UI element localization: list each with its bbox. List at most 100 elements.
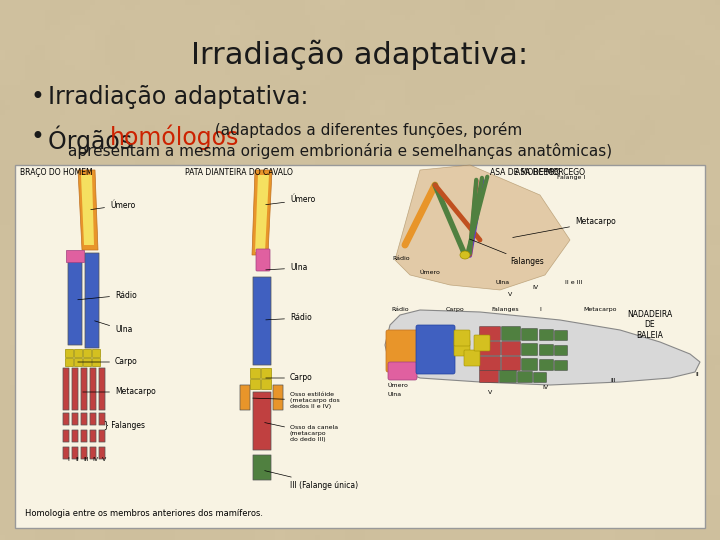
Bar: [65, 349, 73, 357]
Text: Carpo: Carpo: [266, 374, 312, 382]
FancyBboxPatch shape: [454, 340, 470, 356]
FancyBboxPatch shape: [534, 373, 546, 382]
Text: Ulna: Ulna: [495, 280, 509, 285]
FancyBboxPatch shape: [273, 385, 283, 410]
Ellipse shape: [460, 251, 470, 259]
Text: II: II: [75, 457, 79, 462]
Text: (adaptados a diferentes funções, porém: (adaptados a diferentes funções, porém: [210, 122, 522, 138]
Text: Úmero: Úmero: [266, 195, 315, 205]
Text: Rádio: Rádio: [392, 255, 410, 260]
FancyBboxPatch shape: [502, 341, 521, 355]
Text: V: V: [102, 457, 106, 462]
FancyBboxPatch shape: [240, 385, 250, 410]
FancyBboxPatch shape: [518, 372, 533, 382]
Text: Ulna: Ulna: [266, 264, 307, 273]
Text: Órgãos: Órgãos: [48, 125, 140, 153]
Text: Rádio: Rádio: [391, 307, 409, 312]
FancyBboxPatch shape: [72, 368, 78, 410]
FancyBboxPatch shape: [539, 360, 554, 370]
Text: Falanges: Falanges: [491, 307, 519, 312]
FancyBboxPatch shape: [256, 249, 270, 271]
FancyBboxPatch shape: [253, 455, 271, 480]
FancyBboxPatch shape: [72, 430, 78, 442]
Text: I: I: [67, 457, 69, 462]
FancyBboxPatch shape: [72, 447, 78, 459]
Bar: [250, 379, 260, 389]
Polygon shape: [78, 170, 98, 250]
Text: Rádio: Rádio: [266, 314, 312, 322]
FancyBboxPatch shape: [416, 325, 455, 374]
FancyBboxPatch shape: [90, 368, 96, 410]
Polygon shape: [81, 175, 94, 245]
Text: Metacarpo: Metacarpo: [583, 307, 617, 312]
Polygon shape: [395, 165, 570, 290]
Text: Úmero: Úmero: [388, 383, 409, 388]
FancyBboxPatch shape: [521, 343, 538, 355]
Bar: [92, 358, 100, 366]
Text: V: V: [508, 292, 512, 297]
Bar: [261, 379, 271, 389]
Text: Úmero: Úmero: [91, 200, 135, 210]
Bar: [250, 368, 260, 378]
Text: Ulna: Ulna: [94, 321, 132, 334]
Text: Falanges: Falanges: [469, 239, 544, 267]
Bar: [74, 358, 82, 366]
Bar: [261, 368, 271, 378]
FancyBboxPatch shape: [521, 328, 538, 341]
Text: III: III: [84, 457, 89, 462]
FancyBboxPatch shape: [554, 330, 567, 341]
FancyBboxPatch shape: [253, 392, 271, 450]
FancyBboxPatch shape: [99, 447, 105, 459]
FancyBboxPatch shape: [539, 329, 554, 341]
Text: IV: IV: [532, 285, 538, 290]
Text: homólogos: homólogos: [110, 125, 239, 151]
Bar: [92, 349, 100, 357]
Text: •: •: [30, 85, 44, 109]
Text: } Falanges: } Falanges: [104, 421, 145, 429]
FancyBboxPatch shape: [386, 330, 418, 372]
FancyBboxPatch shape: [63, 368, 69, 410]
FancyBboxPatch shape: [464, 350, 480, 366]
Text: apresentam a mesma origem embrionária e semelhanças anatômicas): apresentam a mesma origem embrionária e …: [68, 143, 612, 159]
Text: II: II: [695, 373, 698, 377]
FancyBboxPatch shape: [480, 356, 500, 370]
FancyBboxPatch shape: [502, 327, 521, 341]
Text: IV: IV: [542, 385, 548, 390]
Text: I: I: [539, 307, 541, 312]
FancyBboxPatch shape: [99, 368, 105, 410]
FancyBboxPatch shape: [63, 413, 69, 425]
Text: Irradiação adaptativa:: Irradiação adaptativa:: [192, 40, 528, 70]
FancyBboxPatch shape: [554, 361, 567, 370]
Bar: [83, 358, 91, 366]
Bar: [65, 358, 73, 366]
Bar: [15, 165, 705, 528]
FancyBboxPatch shape: [90, 413, 96, 425]
Text: III (Falange única): III (Falange única): [265, 471, 358, 489]
FancyBboxPatch shape: [500, 370, 516, 382]
FancyBboxPatch shape: [81, 430, 87, 442]
FancyBboxPatch shape: [99, 430, 105, 442]
FancyBboxPatch shape: [81, 368, 87, 410]
Text: Irradiação adaptativa:: Irradiação adaptativa:: [48, 85, 308, 109]
Text: Carpo: Carpo: [78, 357, 138, 367]
Text: ASA DE MORCEGO: ASA DE MORCEGO: [490, 168, 560, 177]
Polygon shape: [385, 310, 700, 385]
Text: Homologia entre os membros anteriores dos mamíferos.: Homologia entre os membros anteriores do…: [25, 509, 263, 518]
Text: Úmero: Úmero: [420, 270, 441, 275]
Bar: [66, 250, 84, 262]
FancyBboxPatch shape: [253, 277, 271, 365]
FancyBboxPatch shape: [388, 362, 417, 380]
Text: PATA DIANTEIRA DO CAVALO: PATA DIANTEIRA DO CAVALO: [185, 168, 293, 177]
FancyBboxPatch shape: [81, 447, 87, 459]
FancyBboxPatch shape: [474, 335, 490, 351]
Text: Metacarpo: Metacarpo: [513, 218, 616, 238]
Text: Osso estilóide
(metacarpo dos
dedos II e IV): Osso estilóide (metacarpo dos dedos II e…: [253, 392, 340, 409]
Text: Ulna: Ulna: [388, 392, 402, 397]
Text: Metacarpo: Metacarpo: [83, 388, 156, 396]
Text: IV: IV: [92, 457, 98, 462]
FancyBboxPatch shape: [480, 341, 500, 355]
Text: Rádio: Rádio: [78, 291, 137, 300]
FancyBboxPatch shape: [63, 430, 69, 442]
FancyBboxPatch shape: [521, 359, 538, 370]
FancyBboxPatch shape: [454, 330, 470, 346]
